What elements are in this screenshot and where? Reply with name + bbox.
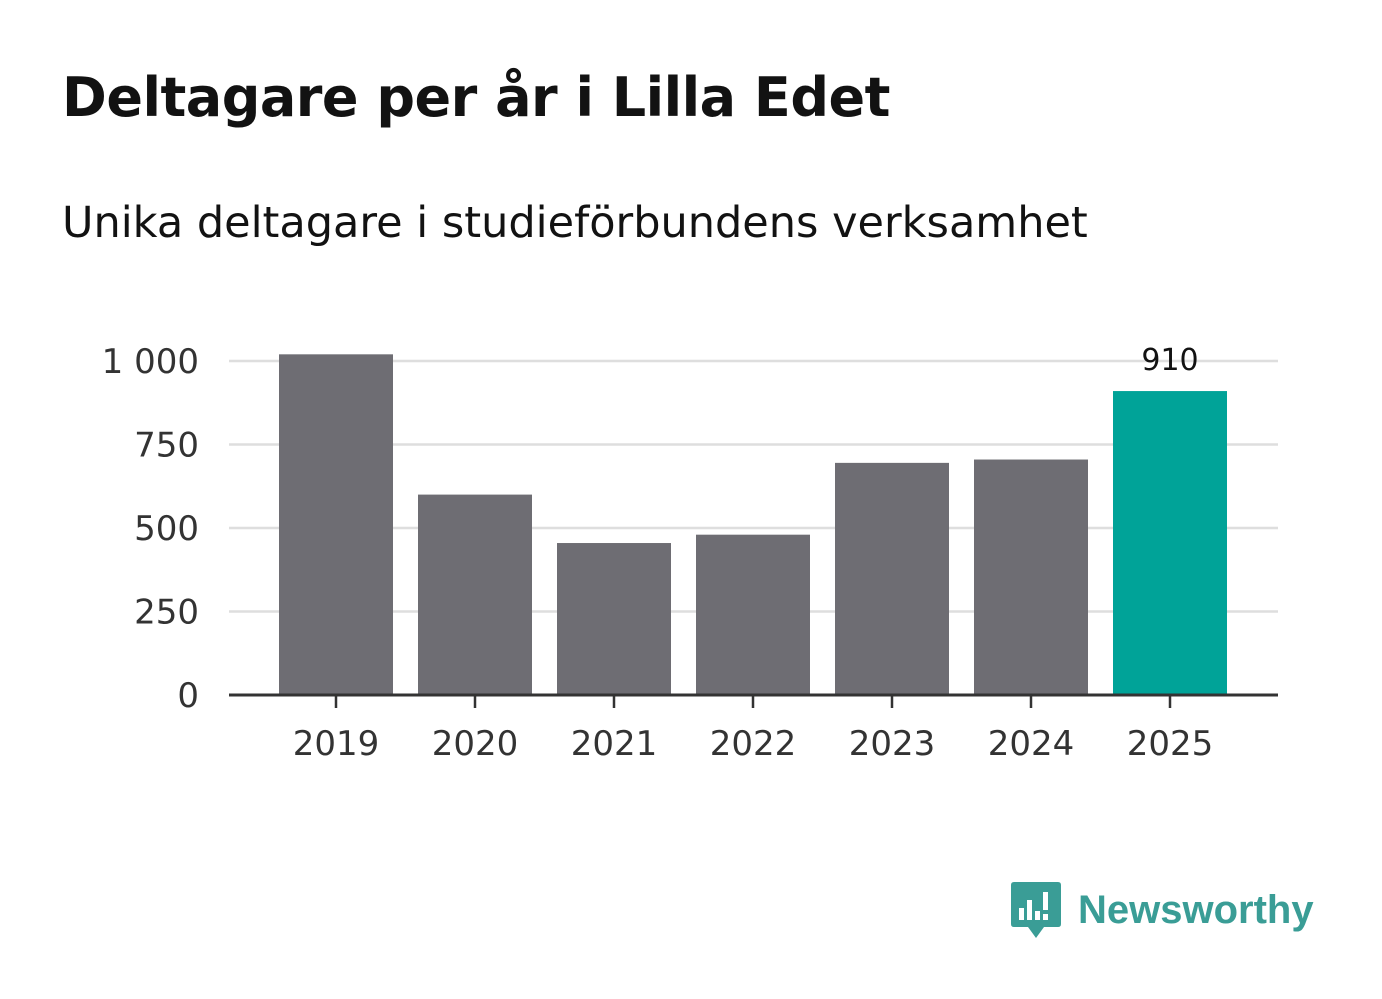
x-axis-ticks: 2019 2020 2021 2022 2023 2024 2025	[293, 695, 1214, 764]
x-tick-label: 2020	[432, 724, 519, 764]
x-tick-label: 2021	[571, 724, 658, 764]
data-labels: 910	[1141, 343, 1198, 378]
data-label-2025: 910	[1141, 343, 1198, 378]
bar-2025	[1113, 391, 1227, 695]
brand-name: Newsworthy	[1078, 887, 1314, 932]
bar-2023	[835, 462, 949, 695]
x-tick-label: 2019	[293, 724, 380, 764]
brand-logo: Newsworthy	[1010, 878, 1314, 942]
chart-title: Deltagare per år i Lilla Edet	[62, 66, 890, 129]
bar-2022	[696, 534, 810, 695]
chart-subtitle: Unika deltagare i studieförbundens verks…	[62, 198, 1088, 248]
newsworthy-logo-icon	[1011, 882, 1061, 938]
bar-2020	[418, 494, 532, 695]
x-tick-label: 2023	[849, 724, 936, 764]
x-tick-label: 2025	[1127, 724, 1214, 764]
y-tick-label: 500	[134, 509, 199, 549]
y-tick-label: 0	[177, 676, 199, 716]
y-tick-label: 250	[134, 593, 199, 633]
x-tick-label: 2022	[710, 724, 797, 764]
y-tick-label: 750	[134, 426, 199, 466]
bar-2019	[279, 354, 393, 695]
x-tick-label: 2024	[988, 724, 1075, 764]
bars	[279, 354, 1227, 695]
y-axis-ticks: 0 250 500 750 1 000	[102, 342, 199, 716]
bar-2024	[974, 459, 1088, 695]
bar-2021	[557, 543, 671, 695]
y-tick-label: 1 000	[102, 342, 199, 382]
